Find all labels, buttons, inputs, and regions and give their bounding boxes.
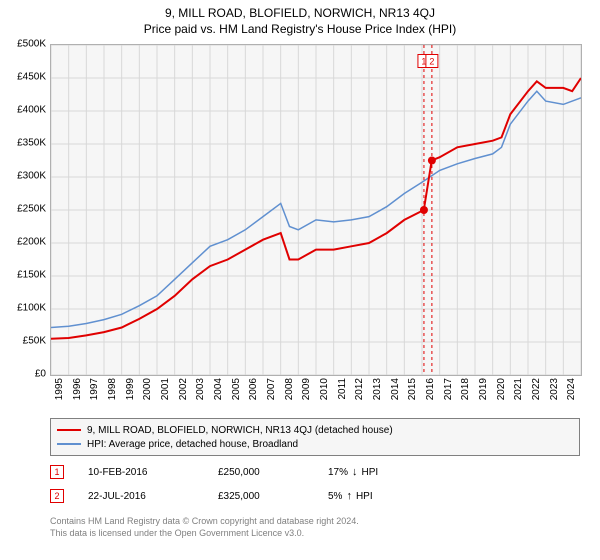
x-tick-label: 2017 — [443, 378, 454, 408]
x-tick-label: 2003 — [195, 378, 206, 408]
x-tick-label: 2016 — [425, 378, 436, 408]
x-tick-label: 2023 — [549, 378, 560, 408]
legend-swatch-price — [57, 429, 81, 431]
x-tick-label: 2019 — [478, 378, 489, 408]
sale-marker-box: 2 — [50, 489, 64, 503]
x-tick-label: 2002 — [178, 378, 189, 408]
legend-row: 9, MILL ROAD, BLOFIELD, NORWICH, NR13 4Q… — [57, 423, 573, 437]
legend-label-hpi: HPI: Average price, detached house, Broa… — [87, 439, 298, 450]
y-tick-label: £200K — [4, 237, 46, 248]
svg-text:2: 2 — [429, 57, 434, 67]
sale-delta-pct: 17% — [328, 467, 348, 478]
y-tick-label: £150K — [4, 270, 46, 281]
plot-area: 12 — [50, 44, 582, 376]
sale-marker-box: 1 — [50, 465, 64, 479]
legend: 9, MILL ROAD, BLOFIELD, NORWICH, NR13 4Q… — [50, 418, 580, 456]
sale-delta: 17% ↓ HPI — [328, 466, 448, 478]
x-tick-label: 2014 — [390, 378, 401, 408]
sale-delta: 5% ↑ HPI — [328, 490, 448, 502]
x-tick-label: 2004 — [213, 378, 224, 408]
sale-row: 2 22-JUL-2016£325,0005% ↑ HPI — [50, 484, 580, 508]
x-tick-label: 1999 — [125, 378, 136, 408]
x-tick-label: 2024 — [566, 378, 577, 408]
sale-date: 22-JUL-2016 — [88, 491, 218, 502]
x-tick-label: 1997 — [89, 378, 100, 408]
sale-date: 10-FEB-2016 — [88, 467, 218, 478]
sale-row: 1 10-FEB-2016£250,00017% ↓ HPI — [50, 460, 580, 484]
y-tick-label: £0 — [4, 369, 46, 380]
y-tick-label: £500K — [4, 39, 46, 50]
arrow-down-icon: ↓ — [352, 466, 358, 478]
x-tick-label: 2018 — [460, 378, 471, 408]
y-tick-label: £50K — [4, 336, 46, 347]
y-tick-label: £350K — [4, 138, 46, 149]
arrow-up-icon: ↑ — [346, 490, 352, 502]
sale-delta-suffix: HPI — [362, 467, 379, 478]
x-tick-label: 1996 — [72, 378, 83, 408]
x-tick-label: 2009 — [301, 378, 312, 408]
footer: Contains HM Land Registry data © Crown c… — [50, 516, 580, 539]
sale-price: £250,000 — [218, 467, 328, 478]
x-tick-label: 2013 — [372, 378, 383, 408]
footer-line: This data is licensed under the Open Gov… — [50, 528, 580, 540]
x-tick-label: 2008 — [284, 378, 295, 408]
x-tick-label: 2000 — [142, 378, 153, 408]
y-tick-label: £400K — [4, 105, 46, 116]
chart-title: 9, MILL ROAD, BLOFIELD, NORWICH, NR13 4Q… — [0, 0, 600, 20]
chart-subtitle: Price paid vs. HM Land Registry's House … — [0, 20, 600, 40]
chart-container: 9, MILL ROAD, BLOFIELD, NORWICH, NR13 4Q… — [0, 0, 600, 560]
legend-row: HPI: Average price, detached house, Broa… — [57, 437, 573, 451]
x-tick-label: 2001 — [160, 378, 171, 408]
legend-swatch-hpi — [57, 443, 81, 445]
x-tick-label: 2007 — [266, 378, 277, 408]
sale-delta-suffix: HPI — [356, 491, 373, 502]
x-tick-label: 2020 — [496, 378, 507, 408]
x-tick-label: 2012 — [354, 378, 365, 408]
x-tick-label: 1995 — [54, 378, 65, 408]
x-tick-label: 2006 — [248, 378, 259, 408]
y-tick-label: £300K — [4, 171, 46, 182]
x-tick-label: 1998 — [107, 378, 118, 408]
y-tick-label: £250K — [4, 204, 46, 215]
sale-delta-pct: 5% — [328, 491, 342, 502]
x-tick-label: 2005 — [231, 378, 242, 408]
footer-line: Contains HM Land Registry data © Crown c… — [50, 516, 580, 528]
plot-svg: 12 — [51, 45, 581, 375]
x-tick-label: 2021 — [513, 378, 524, 408]
y-tick-label: £450K — [4, 72, 46, 83]
x-tick-label: 2010 — [319, 378, 330, 408]
sale-price: £325,000 — [218, 491, 328, 502]
sales-table: 1 10-FEB-2016£250,00017% ↓ HPI 2 22-JUL-2016£… — [50, 460, 580, 508]
y-tick-label: £100K — [4, 303, 46, 314]
legend-label-price: 9, MILL ROAD, BLOFIELD, NORWICH, NR13 4Q… — [87, 425, 393, 436]
x-tick-label: 2015 — [407, 378, 418, 408]
x-tick-label: 2022 — [531, 378, 542, 408]
x-tick-label: 2011 — [337, 378, 348, 408]
